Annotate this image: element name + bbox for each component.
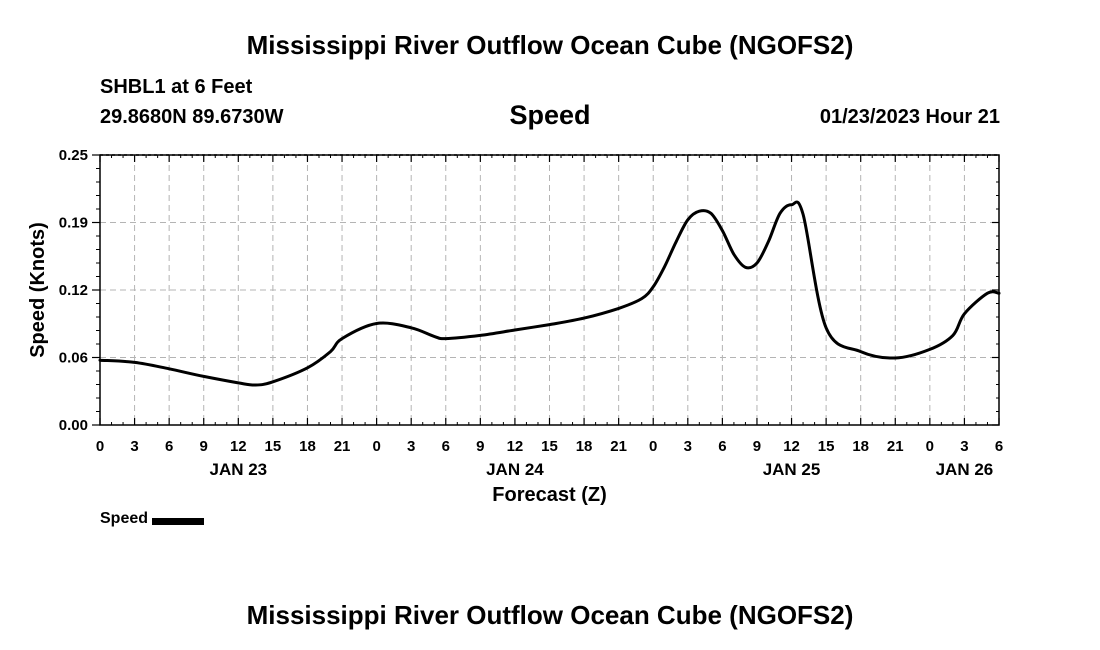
x-tick-label: 15: [541, 438, 558, 455]
legend: Speed: [100, 510, 204, 528]
x-tick-label: 15: [818, 438, 835, 455]
footer-title: Mississippi River Outflow Ocean Cube (NG…: [0, 600, 1100, 631]
x-tick-label: 0: [926, 438, 934, 455]
x-tick-label: 0: [96, 438, 104, 455]
x-tick-label: 9: [476, 438, 484, 455]
y-tick-label: 0.25: [59, 147, 88, 164]
y-tick-label: 0.06: [59, 350, 88, 367]
x-tick-label: 0: [649, 438, 657, 455]
x-tick-label: 18: [852, 438, 869, 455]
y-axis-label: Speed (Knots): [27, 222, 49, 358]
x-tick-label: 18: [576, 438, 593, 455]
x-tick-label: 12: [507, 438, 524, 455]
x-tick-label: 0: [372, 438, 380, 455]
x-tick-label: 3: [960, 438, 968, 455]
x-tick-label: 6: [165, 438, 173, 455]
date-label: JAN 25: [763, 460, 821, 479]
y-tick-label: 0.12: [59, 282, 88, 299]
x-tick-label: 15: [265, 438, 282, 455]
x-tick-label: 12: [783, 438, 800, 455]
x-tick-label: 3: [407, 438, 415, 455]
x-tick-label: 18: [299, 438, 316, 455]
x-tick-label: 12: [230, 438, 247, 455]
x-tick-label: 21: [334, 438, 351, 455]
x-tick-label: 6: [442, 438, 450, 455]
date-label: JAN 24: [486, 460, 544, 479]
x-tick-label: 9: [753, 438, 761, 455]
x-axis-label: Forecast (Z): [492, 484, 606, 506]
x-tick-label: 21: [610, 438, 627, 455]
y-tick-label: 0.19: [59, 215, 88, 232]
x-tick-label: 21: [887, 438, 904, 455]
date-label: JAN 26: [936, 460, 994, 479]
x-tick-label: 3: [130, 438, 138, 455]
x-tick-label: 6: [995, 438, 1003, 455]
date-label: JAN 23: [209, 460, 267, 479]
x-tick-label: 3: [684, 438, 692, 455]
x-tick-label: 6: [718, 438, 726, 455]
y-tick-label: 0.00: [59, 417, 88, 434]
legend-label: Speed: [100, 510, 148, 528]
x-tick-label: 9: [200, 438, 208, 455]
legend-line-swatch: [152, 518, 204, 525]
